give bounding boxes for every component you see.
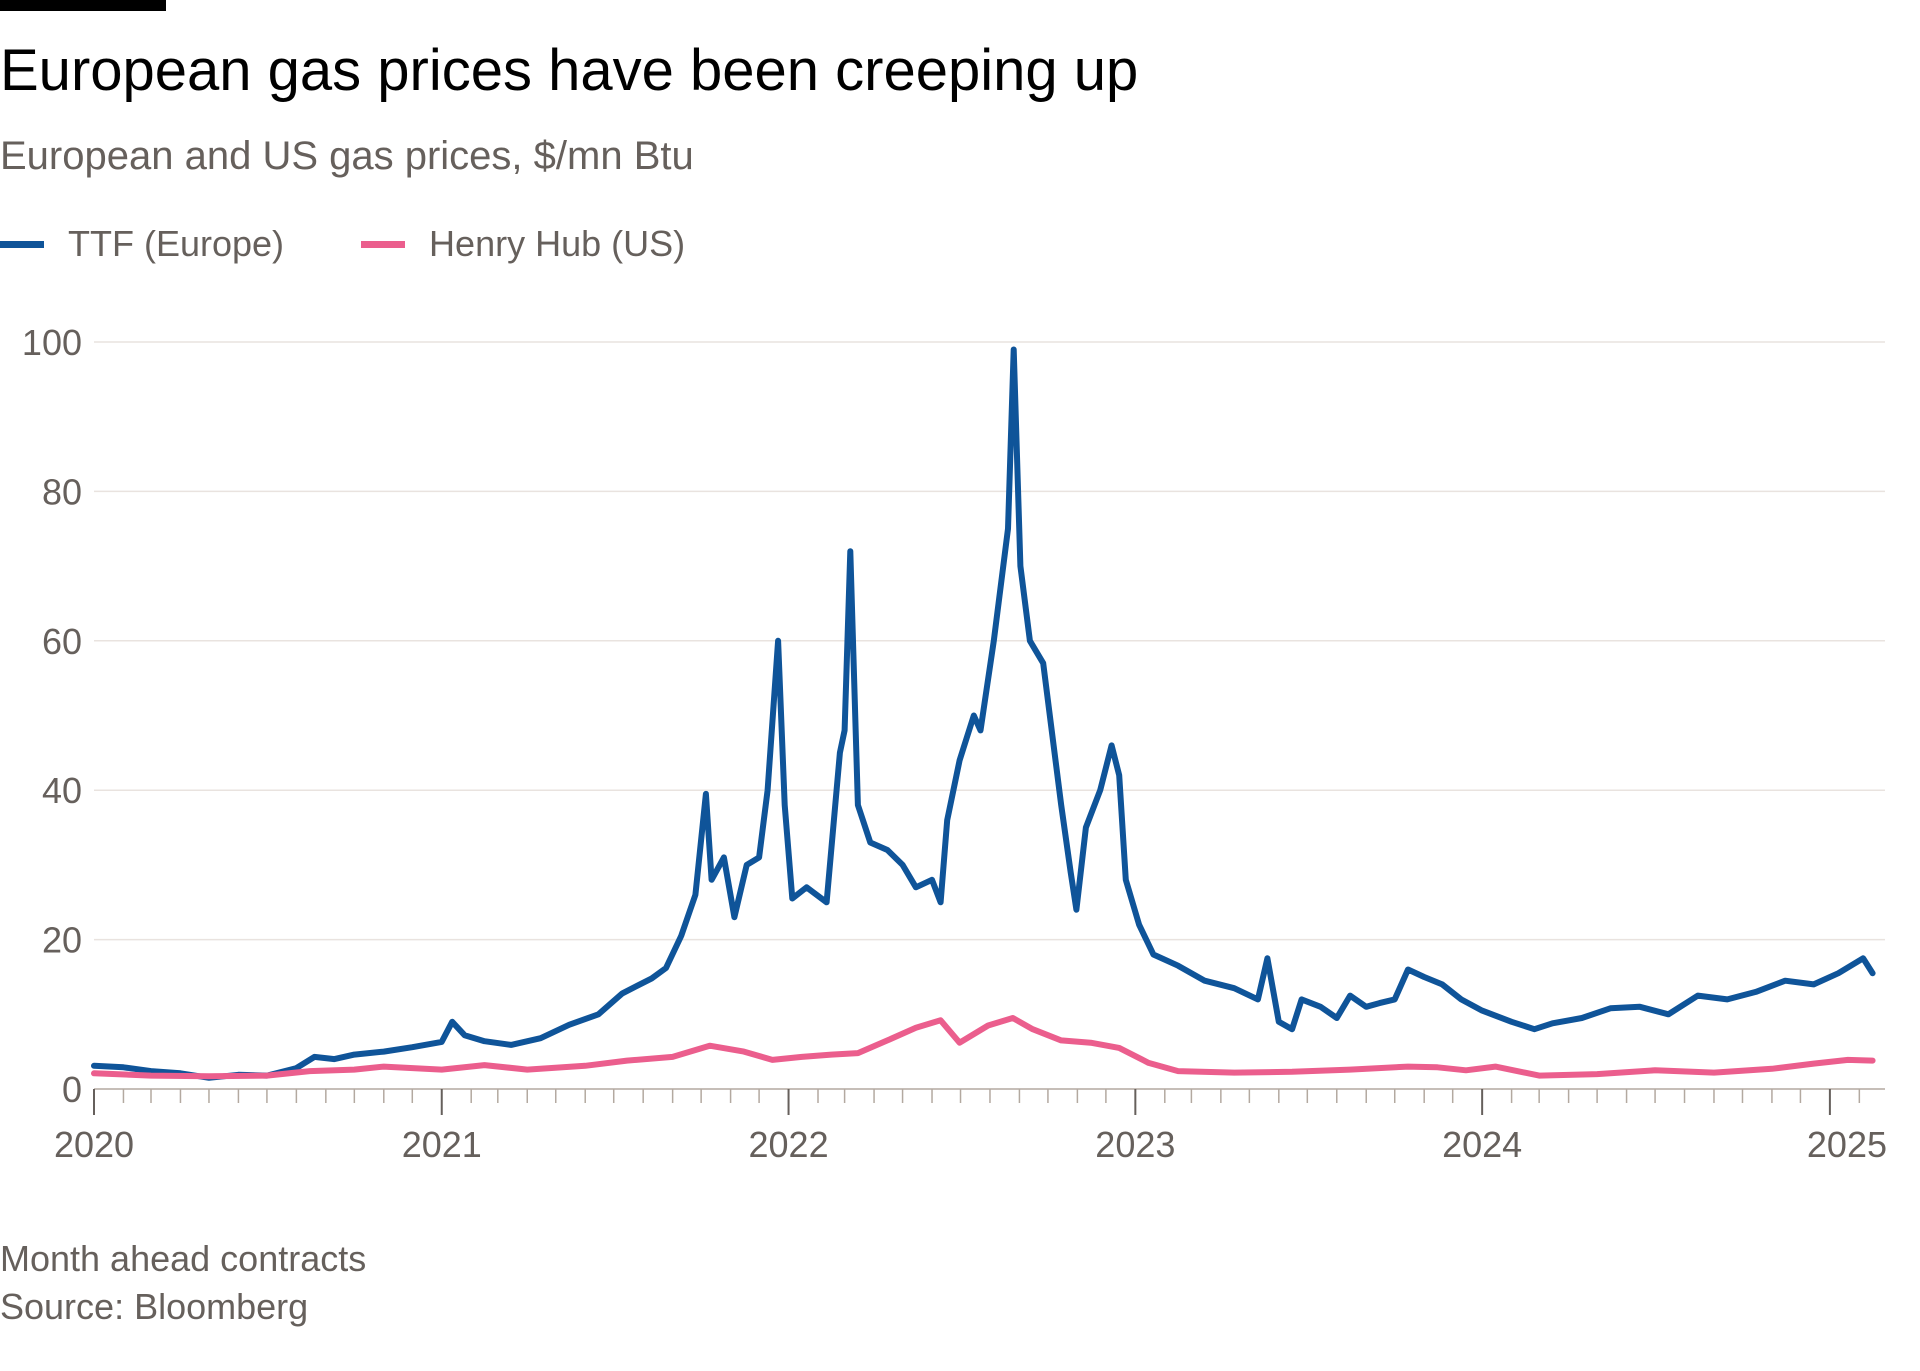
y-tick-label-80: 80: [42, 471, 82, 512]
legend-swatch-ttf: [0, 240, 44, 248]
series-line-henry-hub: [91, 1015, 1876, 1080]
x-tick-label-2024: 2024: [1442, 1124, 1522, 1165]
x-tick-label-2021: 2021: [402, 1124, 482, 1165]
x-axis: 2020 2021 2022 2023 2024 2025: [54, 1088, 1887, 1165]
x-tick-label-2020: 2020: [54, 1124, 134, 1165]
y-tick-label-40: 40: [42, 770, 82, 811]
legend-item-henry-hub: Henry Hub (US): [361, 223, 685, 265]
y-axis-ticks: 0 20 40 60 80 100: [22, 322, 82, 1110]
series-lines: [91, 346, 1876, 1081]
chart-source: Source: Bloomberg: [0, 1286, 309, 1327]
y-tick-label-0: 0: [62, 1069, 82, 1110]
x-tick-label-2022: 2022: [749, 1124, 829, 1165]
series-line-ttf: [91, 346, 1876, 1081]
grid-lines: [94, 341, 1885, 941]
legend-item-ttf: TTF (Europe): [0, 223, 284, 265]
x-tick-label-2023: 2023: [1095, 1124, 1175, 1165]
legend: TTF (Europe) Henry Hub (US): [0, 219, 762, 269]
chart-title: European gas prices have been creeping u…: [0, 38, 1139, 103]
legend-label-ttf: TTF (Europe): [68, 223, 285, 264]
line-chart: 0 20 40 60 80 100 2020 2021 2022 2023 2024 2025: [22, 322, 1887, 1165]
y-tick-label-20: 20: [42, 920, 82, 961]
y-tick-label-100: 100: [22, 322, 82, 363]
x-tick-label-2025: 2025: [1807, 1124, 1887, 1165]
legend-label-henry-hub: Henry Hub (US): [429, 223, 686, 264]
y-tick-label-60: 60: [42, 621, 82, 662]
chart-subtitle: European and US gas prices, $/mn Btu: [0, 134, 694, 178]
top-rule: [0, 0, 166, 11]
legend-swatch-henry-hub: [361, 240, 406, 248]
chart-note: Month ahead contracts: [0, 1238, 367, 1279]
